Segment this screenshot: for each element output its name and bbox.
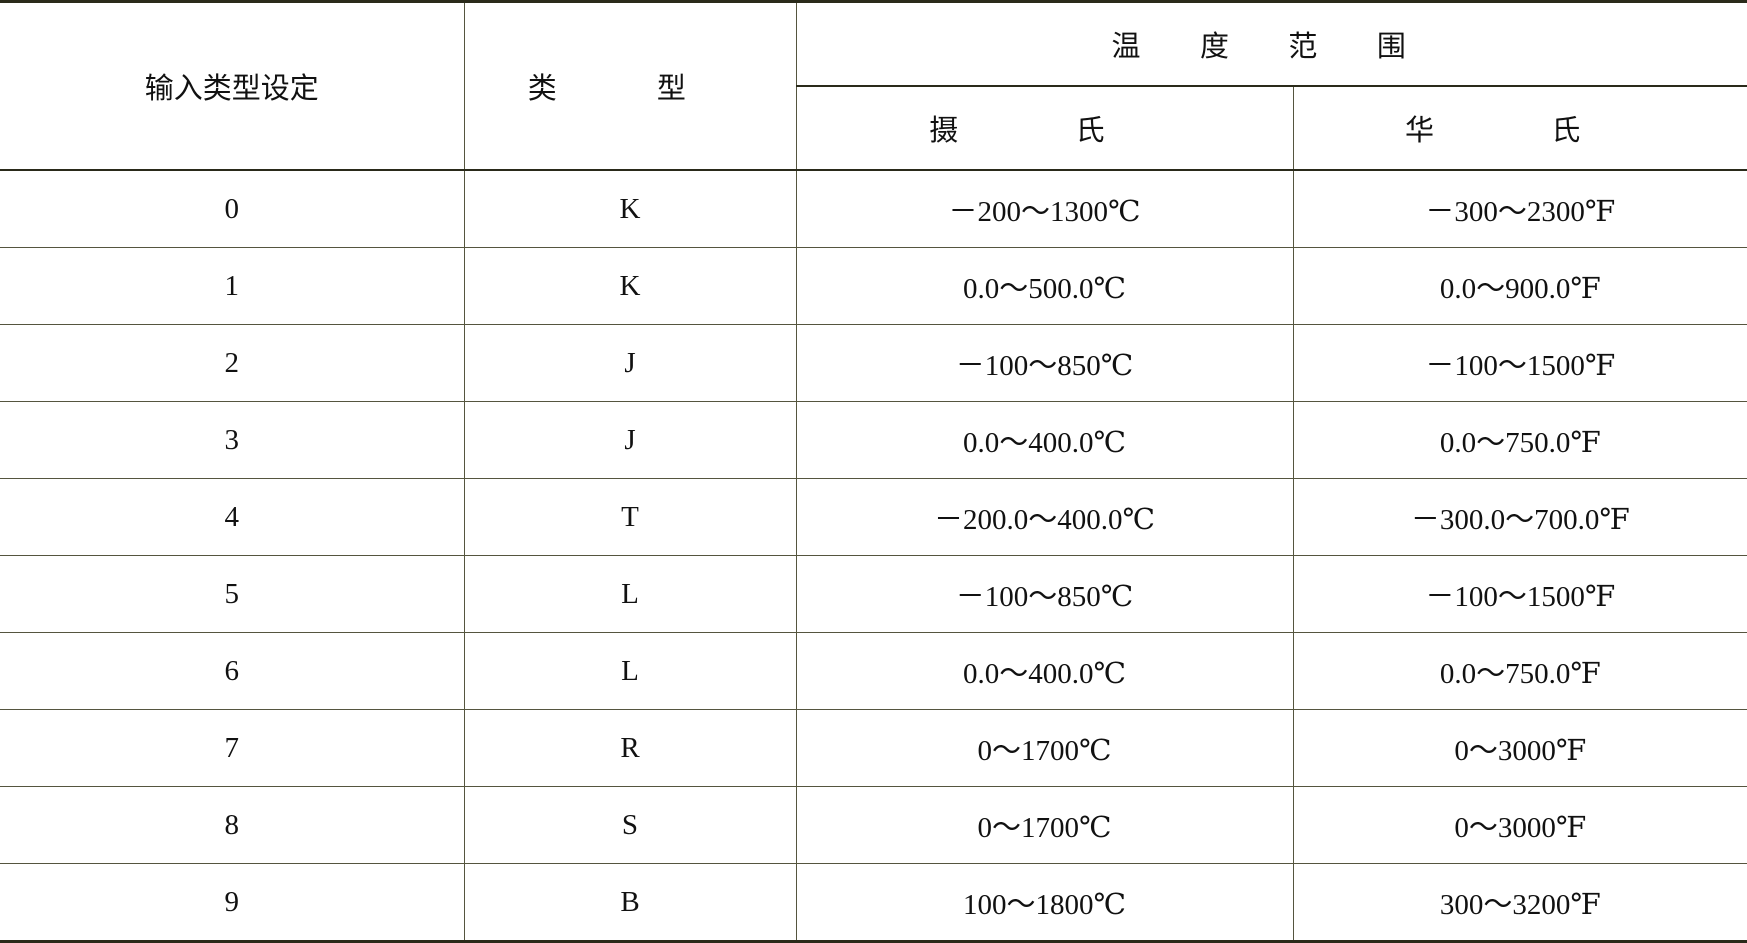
table-row: 1 K 0.0～500.0℃ 0.0～900.0℉ <box>0 247 1747 325</box>
cell-fahrenheit: 0.0～750.0℉ <box>1292 632 1747 710</box>
cell-celsius: －100～850℃ <box>795 555 1294 633</box>
cell-setting: 0 <box>0 169 465 248</box>
cell-fahrenheit: 0.0～900.0℉ <box>1292 247 1747 325</box>
cell-setting: 3 <box>0 401 465 479</box>
table-row: 9 B 100～1800℃ 300～3200℉ <box>0 863 1747 943</box>
cell-type: R <box>463 709 797 787</box>
table-row: 6 L 0.0～400.0℃ 0.0～750.0℉ <box>0 632 1747 710</box>
cell-fahrenheit: －100～1500℉ <box>1292 555 1747 633</box>
table-row: 3 J 0.0～400.0℃ 0.0～750.0℉ <box>0 401 1747 479</box>
cell-type: K <box>463 247 797 325</box>
cell-celsius: 0～1700℃ <box>795 786 1294 864</box>
cell-setting: 1 <box>0 247 465 325</box>
cell-celsius: －200～1300℃ <box>795 169 1294 248</box>
table-row: 4 T －200.0～400.0℃ －300.0～700.0℉ <box>0 478 1747 556</box>
cell-setting: 9 <box>0 863 465 943</box>
cell-fahrenheit: －300～2300℉ <box>1292 169 1747 248</box>
cell-type: L <box>463 555 797 633</box>
cell-fahrenheit: －100～1500℉ <box>1292 324 1747 402</box>
cell-celsius: －200.0～400.0℃ <box>795 478 1294 556</box>
header-type: 类 型 <box>463 0 797 171</box>
cell-setting: 5 <box>0 555 465 633</box>
cell-fahrenheit: 0.0～750.0℉ <box>1292 401 1747 479</box>
cell-setting: 2 <box>0 324 465 402</box>
cell-fahrenheit: 0～3000℉ <box>1292 709 1747 787</box>
cell-setting: 8 <box>0 786 465 864</box>
header-temperature-range: 温 度 范 围 <box>795 0 1747 87</box>
cell-celsius: 0.0～400.0℃ <box>795 401 1294 479</box>
cell-celsius: 0.0～400.0℃ <box>795 632 1294 710</box>
cell-type: T <box>463 478 797 556</box>
table-row: 7 R 0～1700℃ 0～3000℉ <box>0 709 1747 787</box>
table-row: 0 K －200～1300℃ －300～2300℉ <box>0 169 1747 248</box>
table-row: 2 J －100～850℃ －100～1500℉ <box>0 324 1747 402</box>
header-input-type-setting: 输入类型设定 <box>0 0 465 171</box>
cell-setting: 6 <box>0 632 465 710</box>
cell-type: J <box>463 401 797 479</box>
header-fahrenheit: 华 氏 <box>1292 85 1747 171</box>
table-row: 5 L －100～850℃ －100～1500℉ <box>0 555 1747 633</box>
cell-celsius: 0～1700℃ <box>795 709 1294 787</box>
cell-type: J <box>463 324 797 402</box>
header-celsius: 摄 氏 <box>796 85 1294 171</box>
cell-setting: 7 <box>0 709 465 787</box>
cell-fahrenheit: 0～3000℉ <box>1292 786 1747 864</box>
cell-type: B <box>463 863 797 943</box>
cell-setting: 4 <box>0 478 465 556</box>
cell-fahrenheit: 300～3200℉ <box>1292 863 1747 943</box>
cell-celsius: －100～850℃ <box>795 324 1294 402</box>
cell-type: S <box>463 786 797 864</box>
cell-type: L <box>463 632 797 710</box>
cell-celsius: 0.0～500.0℃ <box>795 247 1294 325</box>
cell-celsius: 100～1800℃ <box>795 863 1294 943</box>
cell-fahrenheit: －300.0～700.0℉ <box>1292 478 1747 556</box>
cell-type: K <box>463 169 797 248</box>
table-row: 8 S 0～1700℃ 0～3000℉ <box>0 786 1747 864</box>
